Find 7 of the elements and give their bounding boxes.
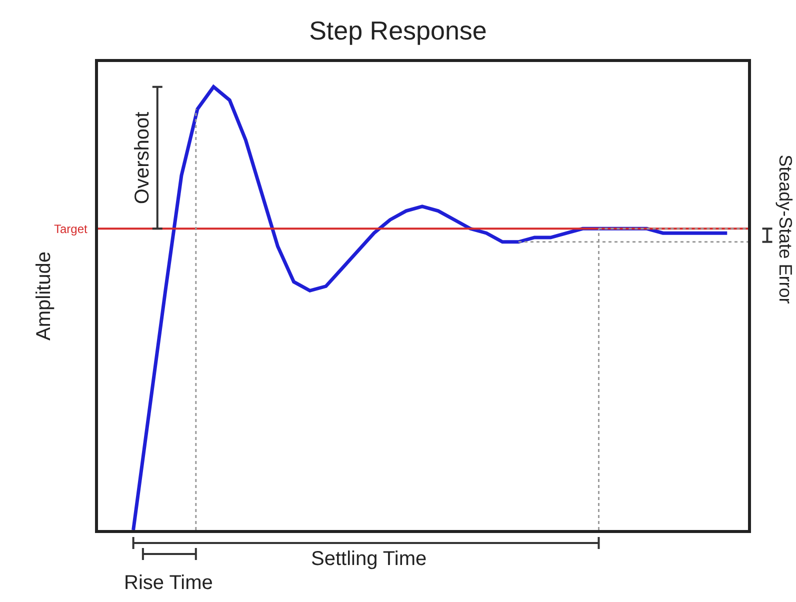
y-axis-title: Amplitude bbox=[32, 252, 55, 340]
text: Settling Time bbox=[311, 548, 427, 570]
chart-title: Step Response bbox=[309, 15, 487, 46]
ref-line-label: Target bbox=[54, 222, 88, 236]
text: Rise Time bbox=[124, 572, 213, 594]
annotation: Overshoot bbox=[132, 111, 154, 204]
text: Steady-State Error bbox=[776, 154, 796, 304]
